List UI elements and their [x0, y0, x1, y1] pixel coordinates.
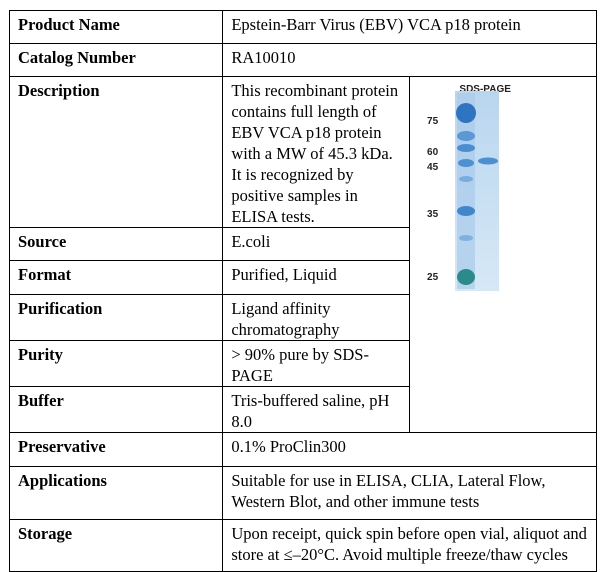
- ladder-band-75: [456, 103, 477, 123]
- label-applications: Applications: [8, 466, 224, 520]
- value-format: Purified, Liquid: [222, 260, 411, 295]
- ladder-band-40: [459, 176, 474, 182]
- sample-band-45kda: [478, 157, 499, 165]
- row-product-name: Product Name Epstein-Barr Virus (EBV) VC…: [8, 10, 597, 44]
- row-catalog-number: Catalog Number RA10010: [8, 43, 597, 77]
- value-purity: > 90% pure by SDS-PAGE: [222, 340, 411, 387]
- ladder-band-60: [457, 144, 476, 152]
- label-purity: Purity: [8, 340, 224, 387]
- ladder-band-35: [457, 206, 476, 216]
- ladder-band-30: [459, 235, 474, 241]
- value-catalog-number: RA10010: [222, 43, 597, 77]
- label-format: Format: [8, 260, 224, 295]
- row-storage: Storage Upon receipt, quick spin before …: [8, 519, 597, 572]
- value-source: E.coli: [222, 227, 411, 261]
- label-product-name: Product Name: [8, 10, 224, 44]
- label-catalog-number: Catalog Number: [8, 43, 224, 77]
- label-source: Source: [8, 227, 224, 261]
- gel-title: SDS-PAGE: [459, 84, 511, 95]
- marker-label-25: 25: [427, 272, 439, 283]
- marker-label-60: 60: [427, 147, 439, 158]
- value-purification: Ligand affinity chromatography: [222, 294, 411, 341]
- marker-label-45: 45: [427, 162, 439, 173]
- value-storage: Upon receipt, quick spin before open via…: [222, 519, 597, 572]
- row-description: Description This recombinant protein con…: [8, 76, 597, 433]
- row-applications: Applications Suitable for use in ELISA, …: [8, 466, 597, 520]
- sds-page-gel-cell: SDS-PAGE 75 60 45 35 25: [409, 76, 597, 433]
- ladder-band-25: [457, 269, 476, 285]
- ladder-band-60a: [457, 131, 476, 141]
- product-spec-table: Product Name Epstein-Barr Virus (EBV) VC…: [8, 10, 597, 572]
- value-buffer: Tris-buffered saline, pH 8.0: [222, 386, 411, 433]
- ladder-band-45: [458, 159, 475, 167]
- marker-label-35: 35: [427, 209, 439, 220]
- marker-label-75: 75: [427, 116, 439, 127]
- label-description: Description: [8, 76, 224, 228]
- value-applications: Suitable for use in ELISA, CLIA, Lateral…: [222, 466, 597, 520]
- row-purity: Purity > 90% pure by SDS-PAGE: [8, 340, 597, 387]
- row-buffer: Buffer Tris-buffered saline, pH 8.0: [8, 386, 597, 433]
- value-description: This recombinant protein contains full l…: [222, 76, 411, 228]
- value-preservative: 0.1% ProClin300: [222, 432, 597, 467]
- label-buffer: Buffer: [8, 386, 224, 433]
- label-purification: Purification: [8, 294, 224, 341]
- row-format: Format Purified, Liquid: [8, 260, 597, 295]
- value-product-name: Epstein-Barr Virus (EBV) VCA p18 protein: [222, 10, 597, 44]
- row-source: Source E.coli: [8, 227, 597, 261]
- label-preservative: Preservative: [8, 432, 224, 467]
- sds-page-gel-figure: SDS-PAGE 75 60 45 35 25: [410, 77, 555, 377]
- label-storage: Storage: [8, 519, 224, 572]
- row-preservative: Preservative 0.1% ProClin300: [8, 432, 597, 467]
- gel-image: [455, 91, 500, 291]
- product-spec-sheet: Product Name Epstein-Barr Virus (EBV) VC…: [8, 10, 597, 572]
